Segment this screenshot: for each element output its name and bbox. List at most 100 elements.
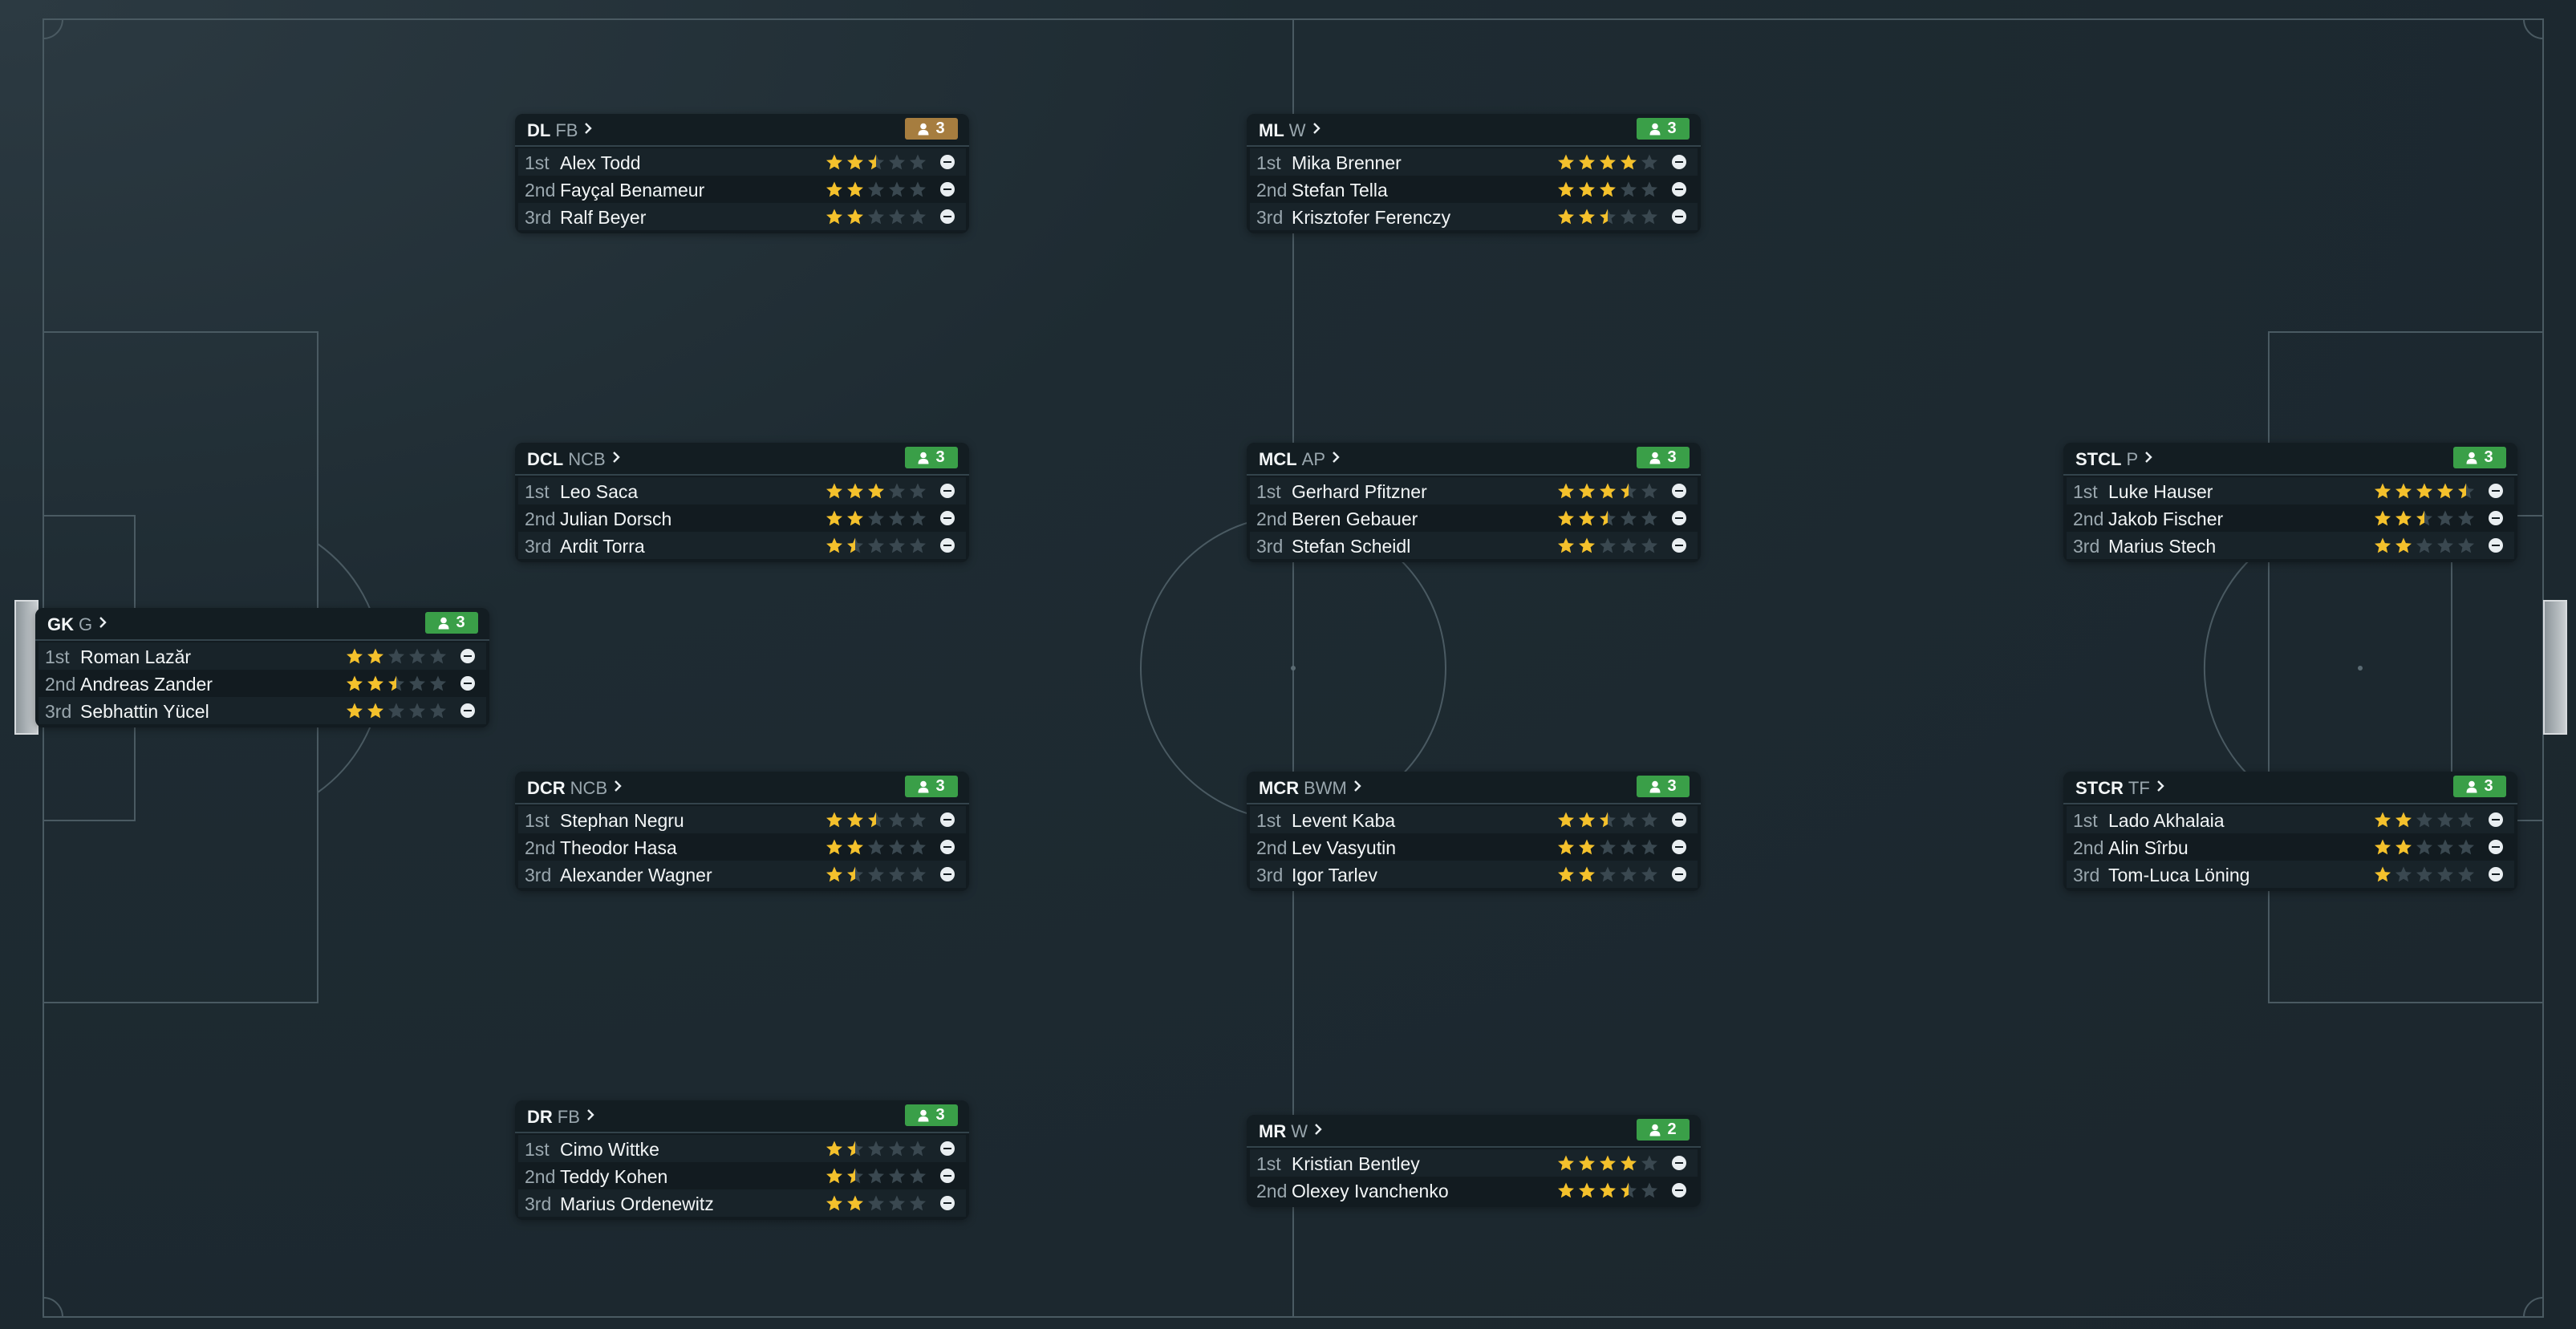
depth-count-badge[interactable]: 3 (1637, 447, 1690, 468)
position-header[interactable]: DCL NCB 3 (515, 443, 969, 476)
depth-row[interactable]: 2nd Lev Vasyutin (1250, 833, 1698, 861)
remove-icon[interactable] (940, 182, 955, 197)
remove-icon[interactable] (1672, 182, 1686, 197)
depth-row[interactable]: 1st Kristian Bentley (1250, 1149, 1698, 1177)
position-header[interactable]: ML W 3 (1247, 114, 1701, 147)
depth-row[interactable]: 2nd Stefan Tella (1250, 176, 1698, 203)
position-header[interactable]: DCR NCB 3 (515, 772, 969, 804)
player-name[interactable]: Kristian Bentley (1292, 1153, 1420, 1174)
depth-row[interactable]: 3rd Stefan Scheidl (1250, 532, 1698, 559)
depth-count-badge[interactable]: 3 (2453, 776, 2506, 797)
remove-icon[interactable] (1672, 484, 1686, 498)
depth-row[interactable]: 3rd Marius Ordenewitz (518, 1189, 966, 1217)
depth-row[interactable]: 2nd Teddy Kohen (518, 1162, 966, 1189)
depth-count-badge[interactable]: 3 (425, 612, 478, 634)
depth-row[interactable]: 2nd Theodor Hasa (518, 833, 966, 861)
position-header[interactable]: GK G 3 (35, 608, 489, 641)
player-name[interactable]: Krisztofer Ferenczy (1292, 207, 1451, 228)
depth-count-badge[interactable]: 3 (2453, 447, 2506, 468)
player-name[interactable]: Levent Kaba (1292, 810, 1396, 831)
player-name[interactable]: Marius Ordenewitz (560, 1193, 714, 1214)
position-header[interactable]: MR W 2 (1247, 1115, 1701, 1148)
player-name[interactable]: Stefan Tella (1292, 180, 1388, 201)
remove-icon[interactable] (2489, 538, 2503, 553)
player-name[interactable]: Roman Lazăr (80, 646, 192, 667)
player-name[interactable]: Lev Vasyutin (1292, 837, 1396, 858)
remove-icon[interactable] (940, 840, 955, 854)
remove-icon[interactable] (460, 703, 475, 718)
depth-row[interactable]: 3rd Tom-Luca Löning (2067, 861, 2514, 888)
depth-row[interactable]: 3rd Sebhattin Yücel (39, 697, 486, 724)
depth-row[interactable]: 3rd Igor Tarlev (1250, 861, 1698, 888)
player-name[interactable]: Stephan Negru (560, 810, 684, 831)
player-name[interactable]: Marius Stech (2108, 536, 2217, 557)
remove-icon[interactable] (940, 1169, 955, 1183)
player-name[interactable]: Teddy Kohen (560, 1166, 668, 1187)
player-name[interactable]: Cimo Wittke (560, 1139, 659, 1160)
depth-count-badge[interactable]: 3 (1637, 118, 1690, 140)
player-name[interactable]: Ardit Torra (560, 536, 645, 557)
depth-row[interactable]: 1st Lado Akhalaia (2067, 806, 2514, 833)
remove-icon[interactable] (2489, 840, 2503, 854)
remove-icon[interactable] (1672, 1183, 1686, 1197)
position-header[interactable]: MCL AP 3 (1247, 443, 1701, 476)
player-name[interactable]: Jakob Fischer (2108, 509, 2224, 529)
remove-icon[interactable] (1672, 155, 1686, 169)
remove-icon[interactable] (940, 538, 955, 553)
player-name[interactable]: Theodor Hasa (560, 837, 677, 858)
depth-row[interactable]: 1st Leo Saca (518, 477, 966, 504)
depth-row[interactable]: 1st Gerhard Pfitzner (1250, 477, 1698, 504)
depth-row[interactable]: 3rd Krisztofer Ferenczy (1250, 203, 1698, 230)
depth-row[interactable]: 2nd Jakob Fischer (2067, 504, 2514, 532)
remove-icon[interactable] (940, 867, 955, 881)
player-name[interactable]: Julian Dorsch (560, 509, 672, 529)
remove-icon[interactable] (1672, 538, 1686, 553)
depth-row[interactable]: 2nd Julian Dorsch (518, 504, 966, 532)
position-header[interactable]: DL FB 3 (515, 114, 969, 147)
depth-row[interactable]: 3rd Marius Stech (2067, 532, 2514, 559)
remove-icon[interactable] (2489, 812, 2503, 827)
player-name[interactable]: Fayçal Benameur (560, 180, 705, 201)
depth-count-badge[interactable]: 3 (905, 118, 958, 140)
remove-icon[interactable] (2489, 867, 2503, 881)
remove-icon[interactable] (460, 649, 475, 663)
player-name[interactable]: Stefan Scheidl (1292, 536, 1411, 557)
depth-count-badge[interactable]: 3 (905, 1104, 958, 1126)
remove-icon[interactable] (1672, 812, 1686, 827)
player-name[interactable]: Luke Hauser (2108, 481, 2213, 502)
depth-row[interactable]: 1st Stephan Negru (518, 806, 966, 833)
depth-row[interactable]: 2nd Fayçal Benameur (518, 176, 966, 203)
player-name[interactable]: Alexander Wagner (560, 865, 712, 885)
remove-icon[interactable] (940, 155, 955, 169)
player-name[interactable]: Andreas Zander (80, 674, 213, 695)
position-header[interactable]: DR FB 3 (515, 1100, 969, 1133)
remove-icon[interactable] (2489, 511, 2503, 525)
depth-row[interactable]: 1st Alex Todd (518, 148, 966, 176)
depth-row[interactable]: 1st Roman Lazăr (39, 642, 486, 670)
depth-count-badge[interactable]: 3 (1637, 776, 1690, 797)
depth-count-badge[interactable]: 3 (905, 776, 958, 797)
depth-row[interactable]: 1st Luke Hauser (2067, 477, 2514, 504)
player-name[interactable]: Alin Sîrbu (2108, 837, 2189, 858)
remove-icon[interactable] (940, 812, 955, 827)
remove-icon[interactable] (940, 1141, 955, 1156)
position-header[interactable]: STCR TF 3 (2063, 772, 2517, 804)
depth-row[interactable]: 2nd Alin Sîrbu (2067, 833, 2514, 861)
depth-row[interactable]: 1st Levent Kaba (1250, 806, 1698, 833)
player-name[interactable]: Leo Saca (560, 481, 639, 502)
depth-count-badge[interactable]: 3 (905, 447, 958, 468)
remove-icon[interactable] (460, 676, 475, 691)
player-name[interactable]: Beren Gebauer (1292, 509, 1418, 529)
player-name[interactable]: Igor Tarlev (1292, 865, 1377, 885)
remove-icon[interactable] (1672, 511, 1686, 525)
player-name[interactable]: Sebhattin Yücel (80, 701, 209, 722)
remove-icon[interactable] (940, 1196, 955, 1210)
remove-icon[interactable] (940, 511, 955, 525)
depth-row[interactable]: 1st Mika Brenner (1250, 148, 1698, 176)
player-name[interactable]: Mika Brenner (1292, 152, 1402, 173)
remove-icon[interactable] (1672, 840, 1686, 854)
player-name[interactable]: Olexey Ivanchenko (1292, 1181, 1449, 1201)
depth-row[interactable]: 2nd Beren Gebauer (1250, 504, 1698, 532)
remove-icon[interactable] (2489, 484, 2503, 498)
player-name[interactable]: Tom-Luca Löning (2108, 865, 2250, 885)
